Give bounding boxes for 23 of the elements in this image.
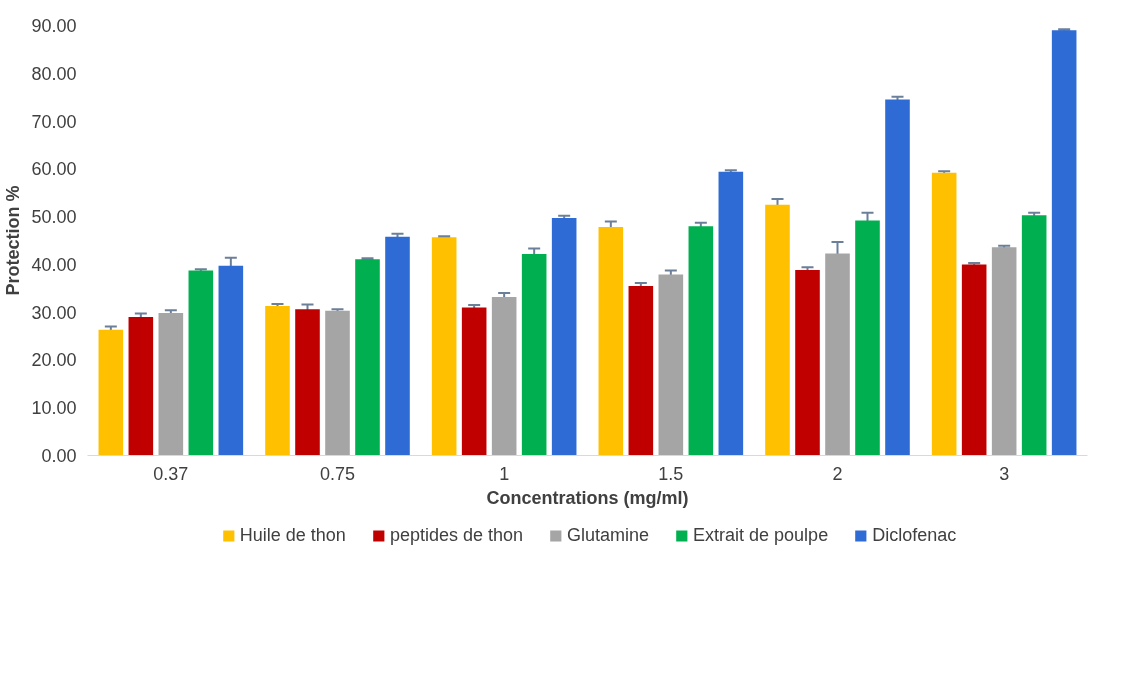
x-tick-label: 0.75 xyxy=(319,463,356,484)
x-tick-label: 0.37 xyxy=(153,463,189,484)
y-tick-label: 40.00 xyxy=(31,254,77,275)
y-axis-title: Protection % xyxy=(3,185,24,296)
y-tick-label: 50.00 xyxy=(31,207,77,228)
y-tick-label: 70.00 xyxy=(31,111,77,132)
y-tick-label: 80.00 xyxy=(31,63,77,84)
x-axis-title: Concentrations (mg/ml) xyxy=(486,487,689,508)
y-tick-label: 10.00 xyxy=(31,398,77,419)
legend-label: Huile de thon xyxy=(239,524,346,546)
y-tick-label: 90.00 xyxy=(31,16,77,36)
x-tick-label: 3 xyxy=(999,463,1010,484)
legend-label: Diclofenac xyxy=(872,524,957,546)
x-tick-label: 2 xyxy=(832,463,843,484)
legend-label: Extrait de poulpe xyxy=(693,524,829,546)
legend-label: peptides de thon xyxy=(389,524,524,546)
y-tick-label: 20.00 xyxy=(31,350,77,371)
y-tick-label: 30.00 xyxy=(31,302,77,323)
legend-label: Glutamine xyxy=(567,524,650,546)
x-tick-label: 1 xyxy=(499,463,510,484)
y-tick-label: 0.00 xyxy=(41,446,77,466)
y-tick-label: 60.00 xyxy=(31,159,77,180)
x-tick-label: 1.5 xyxy=(658,463,684,484)
